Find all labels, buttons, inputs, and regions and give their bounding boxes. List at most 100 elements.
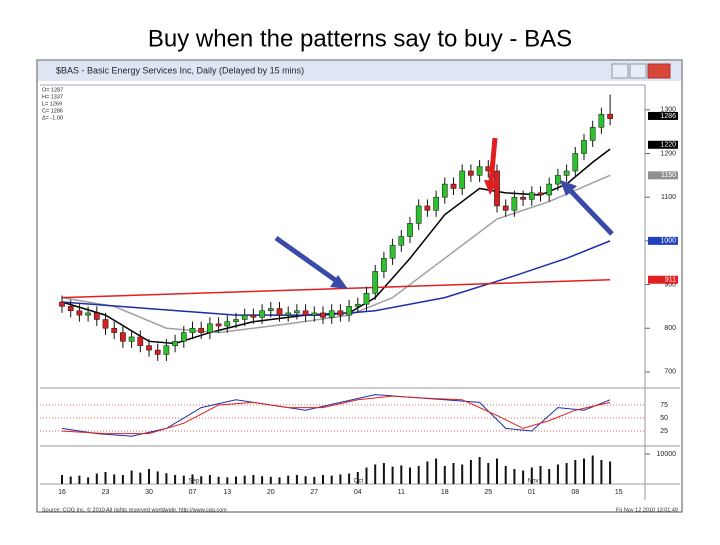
volume-bar (409, 467, 411, 484)
x-tick-label: 08 (571, 489, 579, 496)
candle-body (259, 310, 265, 318)
close-button[interactable] (647, 63, 671, 79)
volume-bar (591, 455, 594, 484)
price-tag-label: 1150 (661, 172, 676, 179)
arrow-head (330, 275, 348, 289)
volume-bar (200, 476, 203, 484)
volume-bar (382, 463, 385, 484)
arrow (488, 137, 498, 183)
volume-bar (174, 475, 177, 484)
volume-bar (443, 466, 446, 484)
volume-bar (243, 475, 246, 484)
volume-bar (78, 475, 81, 484)
volume-bar (330, 475, 333, 484)
volume-bar (452, 463, 455, 484)
volume-bar (139, 472, 142, 484)
volume-bar (217, 476, 220, 484)
volume-bar (269, 476, 272, 484)
volume-bar (391, 466, 394, 484)
maximize-button[interactable] (629, 63, 647, 79)
candle-body (563, 170, 570, 176)
candle-body (67, 306, 74, 312)
volume-bar (356, 472, 359, 484)
volume-bar (556, 464, 559, 484)
candle-body (146, 345, 152, 351)
volume-bar (400, 465, 403, 484)
y-tick-label: 800 (664, 325, 676, 332)
candle-body (328, 310, 335, 318)
volume-bar (426, 461, 429, 484)
volume-bar (165, 473, 168, 484)
candle-body (537, 192, 544, 196)
candle-body (224, 321, 231, 327)
chart-window (36, 59, 683, 513)
candle-body (441, 183, 448, 198)
title-bar (38, 61, 681, 81)
candle-body (102, 319, 109, 329)
volume-bar (374, 464, 377, 484)
candle-body (415, 205, 422, 224)
volume-bar (148, 469, 150, 484)
volume-bar (191, 474, 194, 484)
y-tick-label: 700 (664, 369, 676, 376)
candle-body (128, 336, 135, 342)
volume-bar (278, 477, 281, 484)
candle-body (163, 345, 170, 355)
y-tick-label: 1100 (661, 194, 676, 201)
candle-body (354, 303, 361, 307)
volume-bar (513, 469, 516, 484)
x-tick-label: 04 (354, 489, 362, 496)
candle-body (250, 314, 257, 318)
volume-bar (69, 476, 72, 484)
volume-bar (295, 475, 298, 484)
volume-bar (130, 470, 133, 484)
arrow (274, 235, 340, 285)
candle-body (93, 312, 100, 320)
volume-bar (522, 470, 525, 484)
minimize-button[interactable] (611, 63, 629, 79)
x-tick-label: 18 (441, 489, 449, 496)
volume-bar (487, 463, 490, 484)
candle-body (320, 312, 326, 318)
candle-body (589, 127, 596, 141)
volume-bar (261, 476, 264, 484)
volume-bar (530, 467, 533, 484)
candle-body (450, 183, 457, 189)
volume-bar (548, 469, 551, 484)
candle-body (424, 205, 431, 211)
x-tick-label: 15 (615, 489, 623, 496)
price-tag-label: 911 (665, 277, 676, 284)
candle-body (598, 113, 605, 128)
info-line: H= 1337 (42, 94, 63, 100)
volume-bar (104, 472, 107, 484)
y-tick-label: 75 (660, 402, 668, 409)
volume-bar (313, 476, 316, 484)
candle-body (363, 293, 370, 305)
info-line: C= 1286 (42, 108, 63, 114)
candle-body (154, 349, 161, 355)
candle-body (172, 341, 178, 346)
candle-body (302, 310, 309, 316)
x-tick-label: 01 (528, 489, 536, 496)
volume-bar (478, 457, 481, 484)
candle-body (276, 308, 283, 316)
volume-bar (504, 466, 507, 484)
x-tick-label: 16 (58, 489, 66, 496)
price-tag (648, 275, 678, 284)
month-label: Nov (528, 479, 539, 485)
y-tick-label: 25 (660, 428, 668, 435)
price-tag (648, 140, 678, 149)
y-tick-label: 50 (660, 415, 668, 422)
candle-body (520, 196, 526, 200)
candle-body (398, 236, 405, 246)
price-tag (648, 171, 678, 180)
x-tick-label: 23 (102, 489, 110, 496)
volume-bar (539, 466, 542, 484)
candle-body (494, 170, 500, 207)
info-line: Δ= -1.00 (42, 115, 63, 121)
volume-bar (95, 473, 98, 484)
volume-bar (348, 473, 351, 484)
volume-bar (469, 460, 472, 484)
candle-body (233, 319, 239, 322)
candle-body (389, 244, 396, 259)
